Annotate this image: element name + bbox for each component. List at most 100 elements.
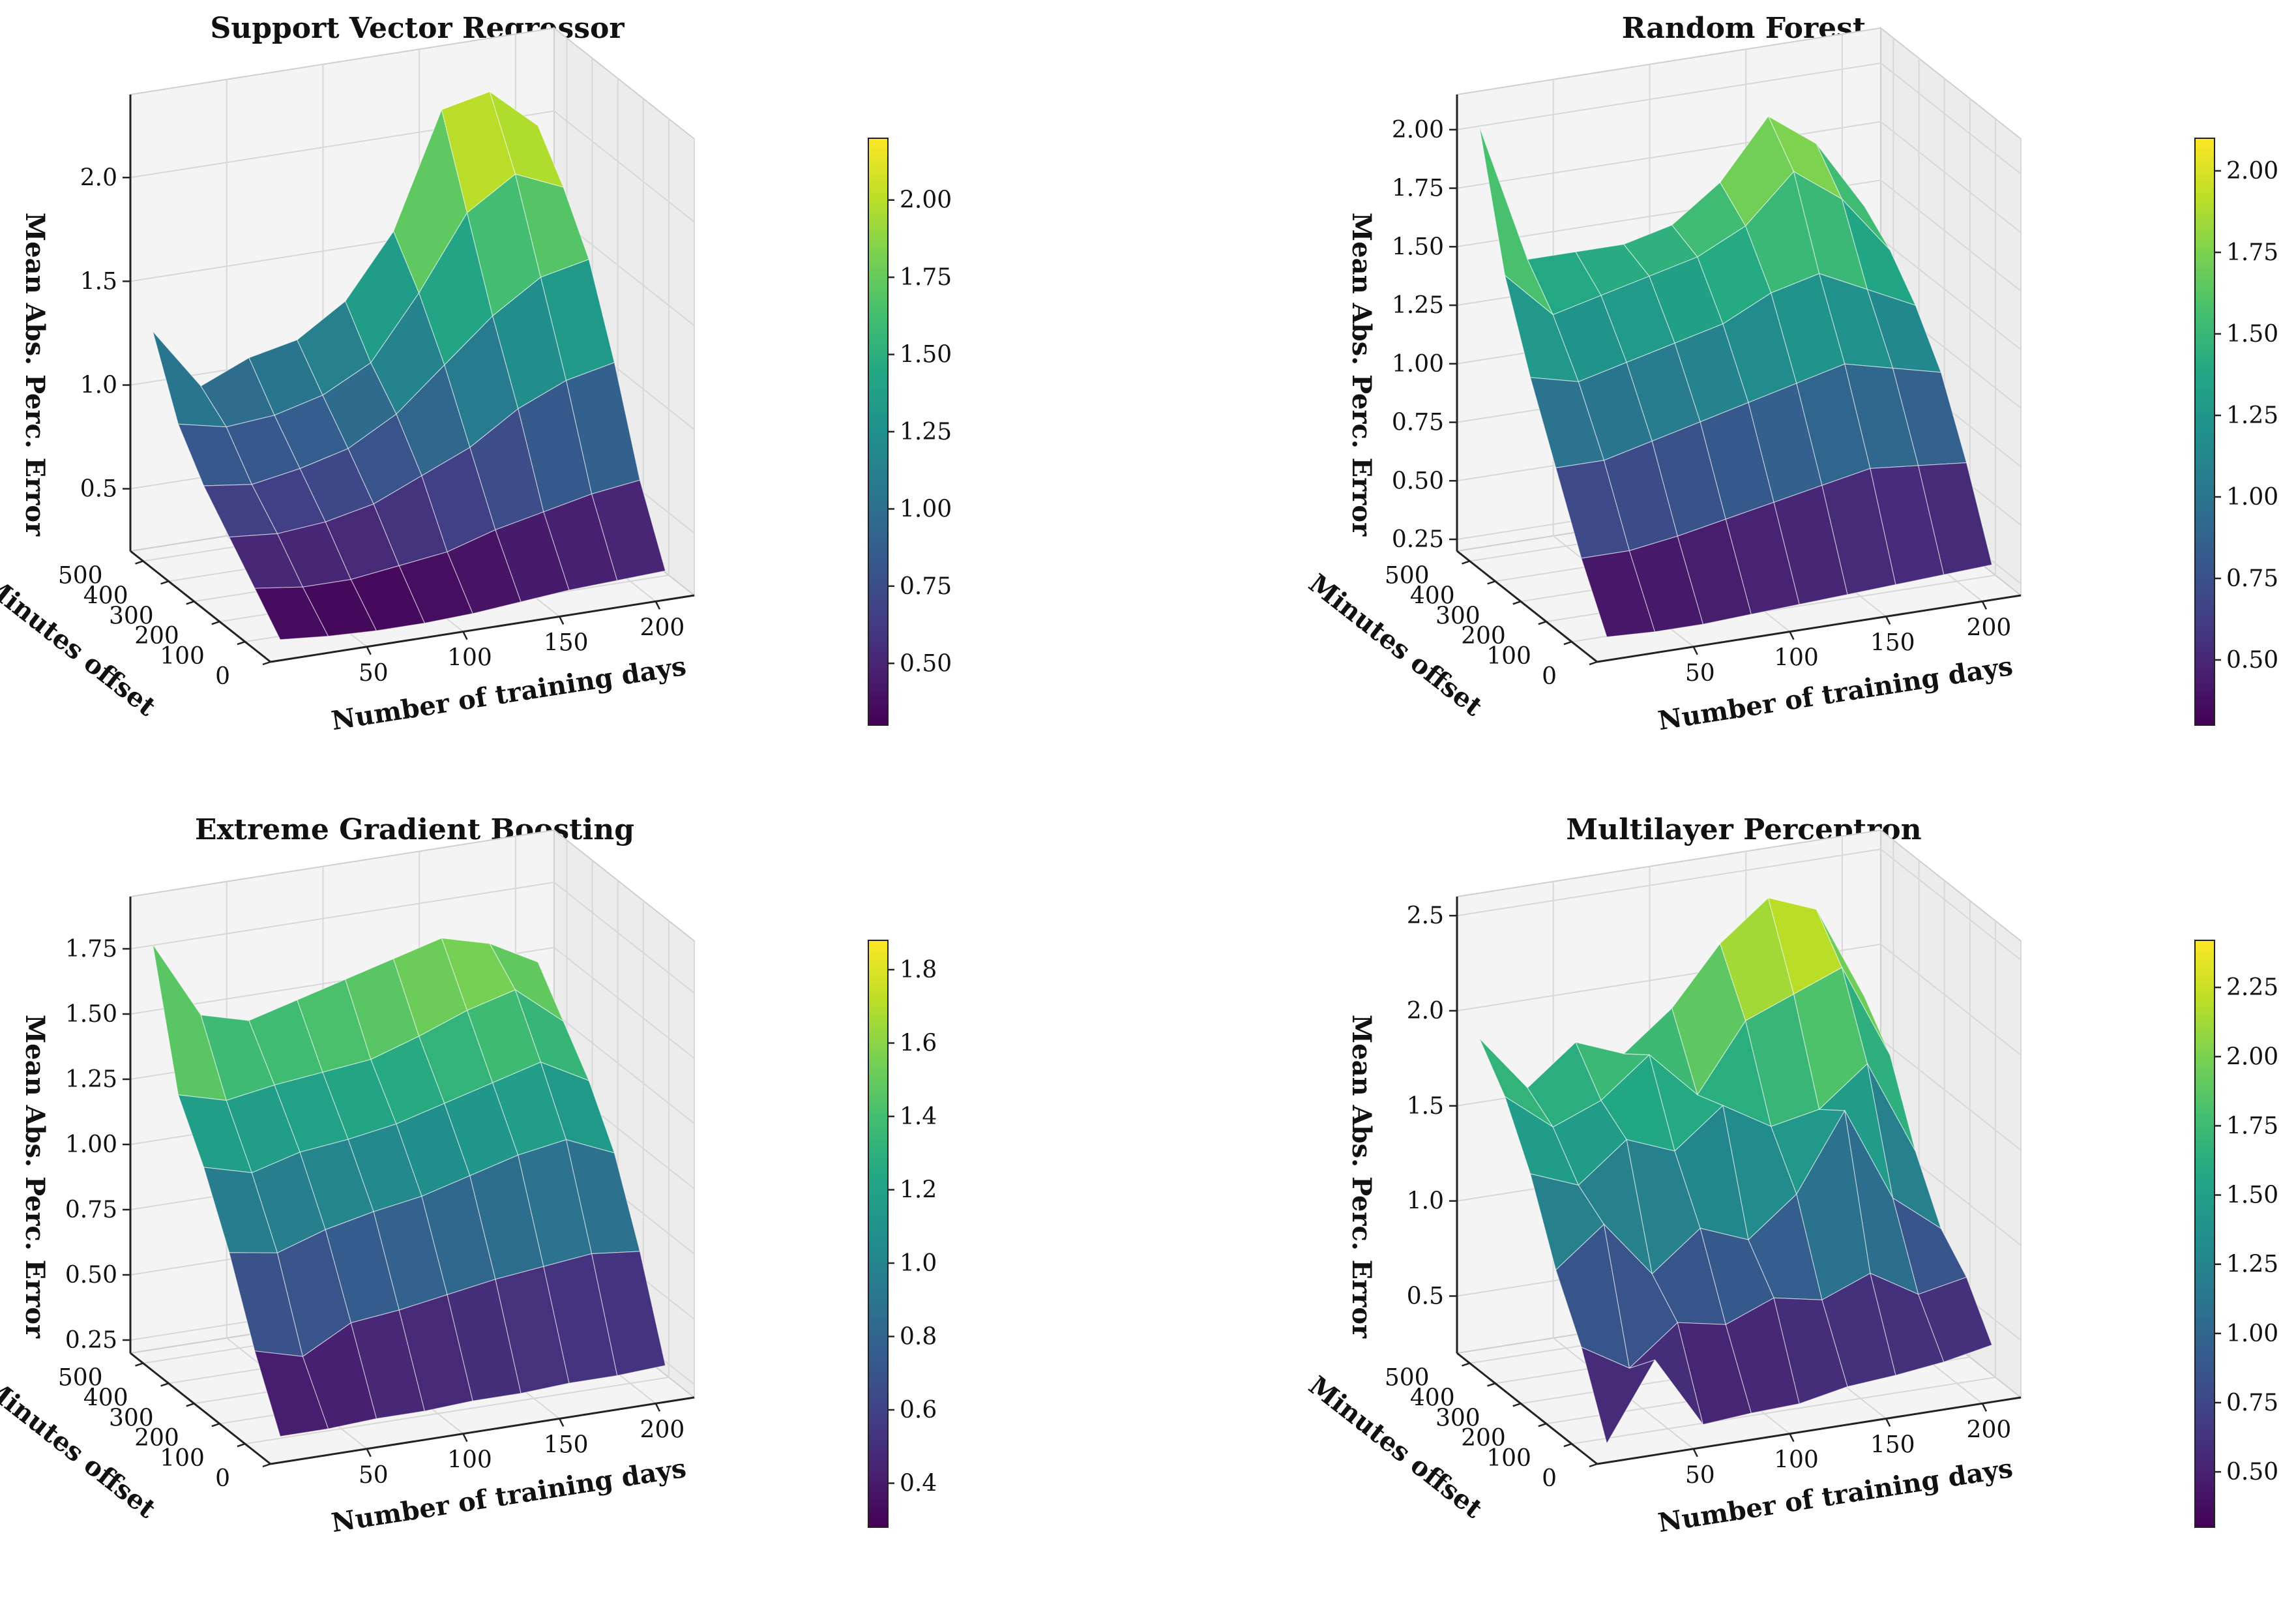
- z-tick-label: 1.0: [1407, 1188, 1444, 1215]
- z-tick-label: 0.5: [80, 476, 117, 503]
- y-tick-label: 400: [83, 1384, 128, 1411]
- surface: [152, 937, 666, 1437]
- colorbar-tick-label: 0.8: [900, 1324, 937, 1351]
- z-tick-label: 1.75: [1392, 175, 1444, 202]
- x-tick-mark: [1885, 616, 1891, 625]
- z-axis-label: Mean Abs. Perc. Error: [20, 213, 50, 537]
- y-tick-label: 500: [1385, 562, 1430, 589]
- colorbar-tick-label: 1.2: [900, 1177, 937, 1204]
- y-tick-mark: [1462, 1362, 1470, 1367]
- colorbar-tick-label: 1.75: [2226, 239, 2278, 266]
- y-tick-mark: [1487, 1382, 1496, 1387]
- colorbar-tick-label: 1.25: [900, 419, 952, 445]
- x-axis-line: [270, 1396, 695, 1465]
- y-tick-mark: [237, 640, 246, 646]
- z-tick-label: 1.5: [1407, 1093, 1444, 1120]
- z-tick-label: 2.00: [1392, 117, 1444, 143]
- grid-line: [244, 921, 670, 1445]
- x-tick-mark: [462, 1433, 468, 1442]
- z-tick-label: 1.5: [80, 268, 117, 295]
- z-tick-label: 0.5: [1407, 1283, 1444, 1310]
- colorbar-gradient: [868, 940, 889, 1528]
- z-tick-label: 2.0: [1407, 998, 1444, 1024]
- surface-cell: [1917, 462, 1993, 576]
- y-tick-mark: [160, 1382, 169, 1387]
- colorbar-tick-label: 0.6: [900, 1397, 937, 1424]
- y-tick-mark: [160, 580, 169, 585]
- x-tick-label: 150: [1870, 1431, 1915, 1458]
- chart-panel-3: Extreme Gradient Boosting50100150200Numb…: [0, 813, 937, 1538]
- surface-cell: [591, 1251, 666, 1377]
- colorbar-tick-label: 1.50: [2226, 321, 2278, 348]
- surface-cell: [1917, 1276, 1993, 1363]
- surface: [1479, 897, 1993, 1445]
- x-tick-mark: [366, 1448, 372, 1457]
- x-tick-label: 100: [447, 645, 492, 672]
- x-tick-label: 200: [640, 614, 685, 641]
- y-axis-line: [1456, 550, 1598, 663]
- y-tick-mark: [1589, 1463, 1598, 1468]
- colorbar-gradient: [2194, 940, 2215, 1528]
- colorbar-tick-label: 0.50: [2226, 647, 2278, 674]
- surface: [152, 91, 666, 640]
- colorbar-tick-label: 2.00: [900, 187, 952, 214]
- x-tick-mark: [1885, 1418, 1891, 1427]
- z-tick-label: 0.50: [65, 1262, 117, 1289]
- y-tick-label: 500: [58, 1364, 103, 1391]
- colorbar-tick-label: 1.00: [900, 496, 952, 522]
- x-tick-label: 150: [1870, 629, 1915, 656]
- y-tick-mark: [135, 560, 143, 565]
- colorbar-tick-label: 1.6: [900, 1030, 937, 1057]
- colorbar-tick-label: 2.00: [2226, 1043, 2278, 1070]
- z-tick-label: 2.0: [80, 164, 117, 191]
- colorbar: 0.50 0.75 1.00 1.25 1.50 1.75 2.00: [868, 138, 952, 726]
- y-tick-mark: [1538, 620, 1547, 625]
- colorbar-tick-label: 1.50: [2226, 1182, 2278, 1209]
- z-tick-label: 1.25: [1392, 292, 1444, 319]
- y-tick-mark: [1462, 560, 1470, 565]
- grid-line: [1456, 943, 2022, 1056]
- y-tick-label: 0: [215, 663, 230, 690]
- x-tick-label: 50: [1685, 1462, 1715, 1489]
- z-axis-label: Mean Abs. Perc. Error: [1346, 213, 1377, 537]
- x-axis-line: [1597, 594, 2022, 663]
- x-tick-label: 50: [359, 1462, 389, 1489]
- z-tick-label: 1.25: [65, 1066, 117, 1093]
- x-tick-label: 50: [359, 660, 389, 687]
- x-tick-label: 150: [544, 629, 589, 656]
- grid-line: [130, 946, 695, 1059]
- y-tick-label: 200: [1461, 623, 1506, 649]
- y-tick-mark: [135, 1362, 143, 1367]
- x-tick-label: 50: [1685, 660, 1715, 687]
- y-tick-mark: [1563, 640, 1572, 646]
- colorbar-tick-label: 2.00: [2226, 158, 2278, 185]
- x-tick-mark: [1692, 646, 1698, 655]
- y-axis-line: [130, 550, 271, 663]
- y-tick-mark: [1589, 661, 1598, 666]
- z-tick-label: 1.00: [65, 1131, 117, 1158]
- x-tick-mark: [1981, 601, 1988, 610]
- z-tick-label: 1.0: [80, 372, 117, 398]
- x-axis-line: [1597, 1396, 2022, 1465]
- y-tick-label: 200: [134, 623, 179, 649]
- y-tick-mark: [262, 661, 271, 666]
- z-tick-label: 0.25: [65, 1327, 117, 1354]
- y-axis-line: [130, 1352, 271, 1465]
- z-axis-label: Mean Abs. Perc. Error: [20, 1015, 50, 1339]
- grid-line: [1456, 62, 2022, 175]
- y-tick-mark: [262, 1463, 271, 1468]
- x-tick-label: 100: [1774, 1447, 1819, 1474]
- x-tick-mark: [1692, 1448, 1698, 1457]
- y-tick-label: 100: [160, 1445, 205, 1472]
- colorbar-tick-label: 1.50: [900, 342, 952, 368]
- y-tick-label: 100: [1486, 1445, 1531, 1472]
- y-tick-mark: [186, 1403, 195, 1407]
- y-tick-mark: [1563, 1442, 1572, 1448]
- surface-cell: [591, 479, 666, 581]
- colorbar-tick-label: 1.75: [2226, 1112, 2278, 1139]
- chart-panel-1: Support Vector Regressor50100150200Numbe…: [0, 12, 952, 736]
- grid-line: [1456, 121, 2022, 233]
